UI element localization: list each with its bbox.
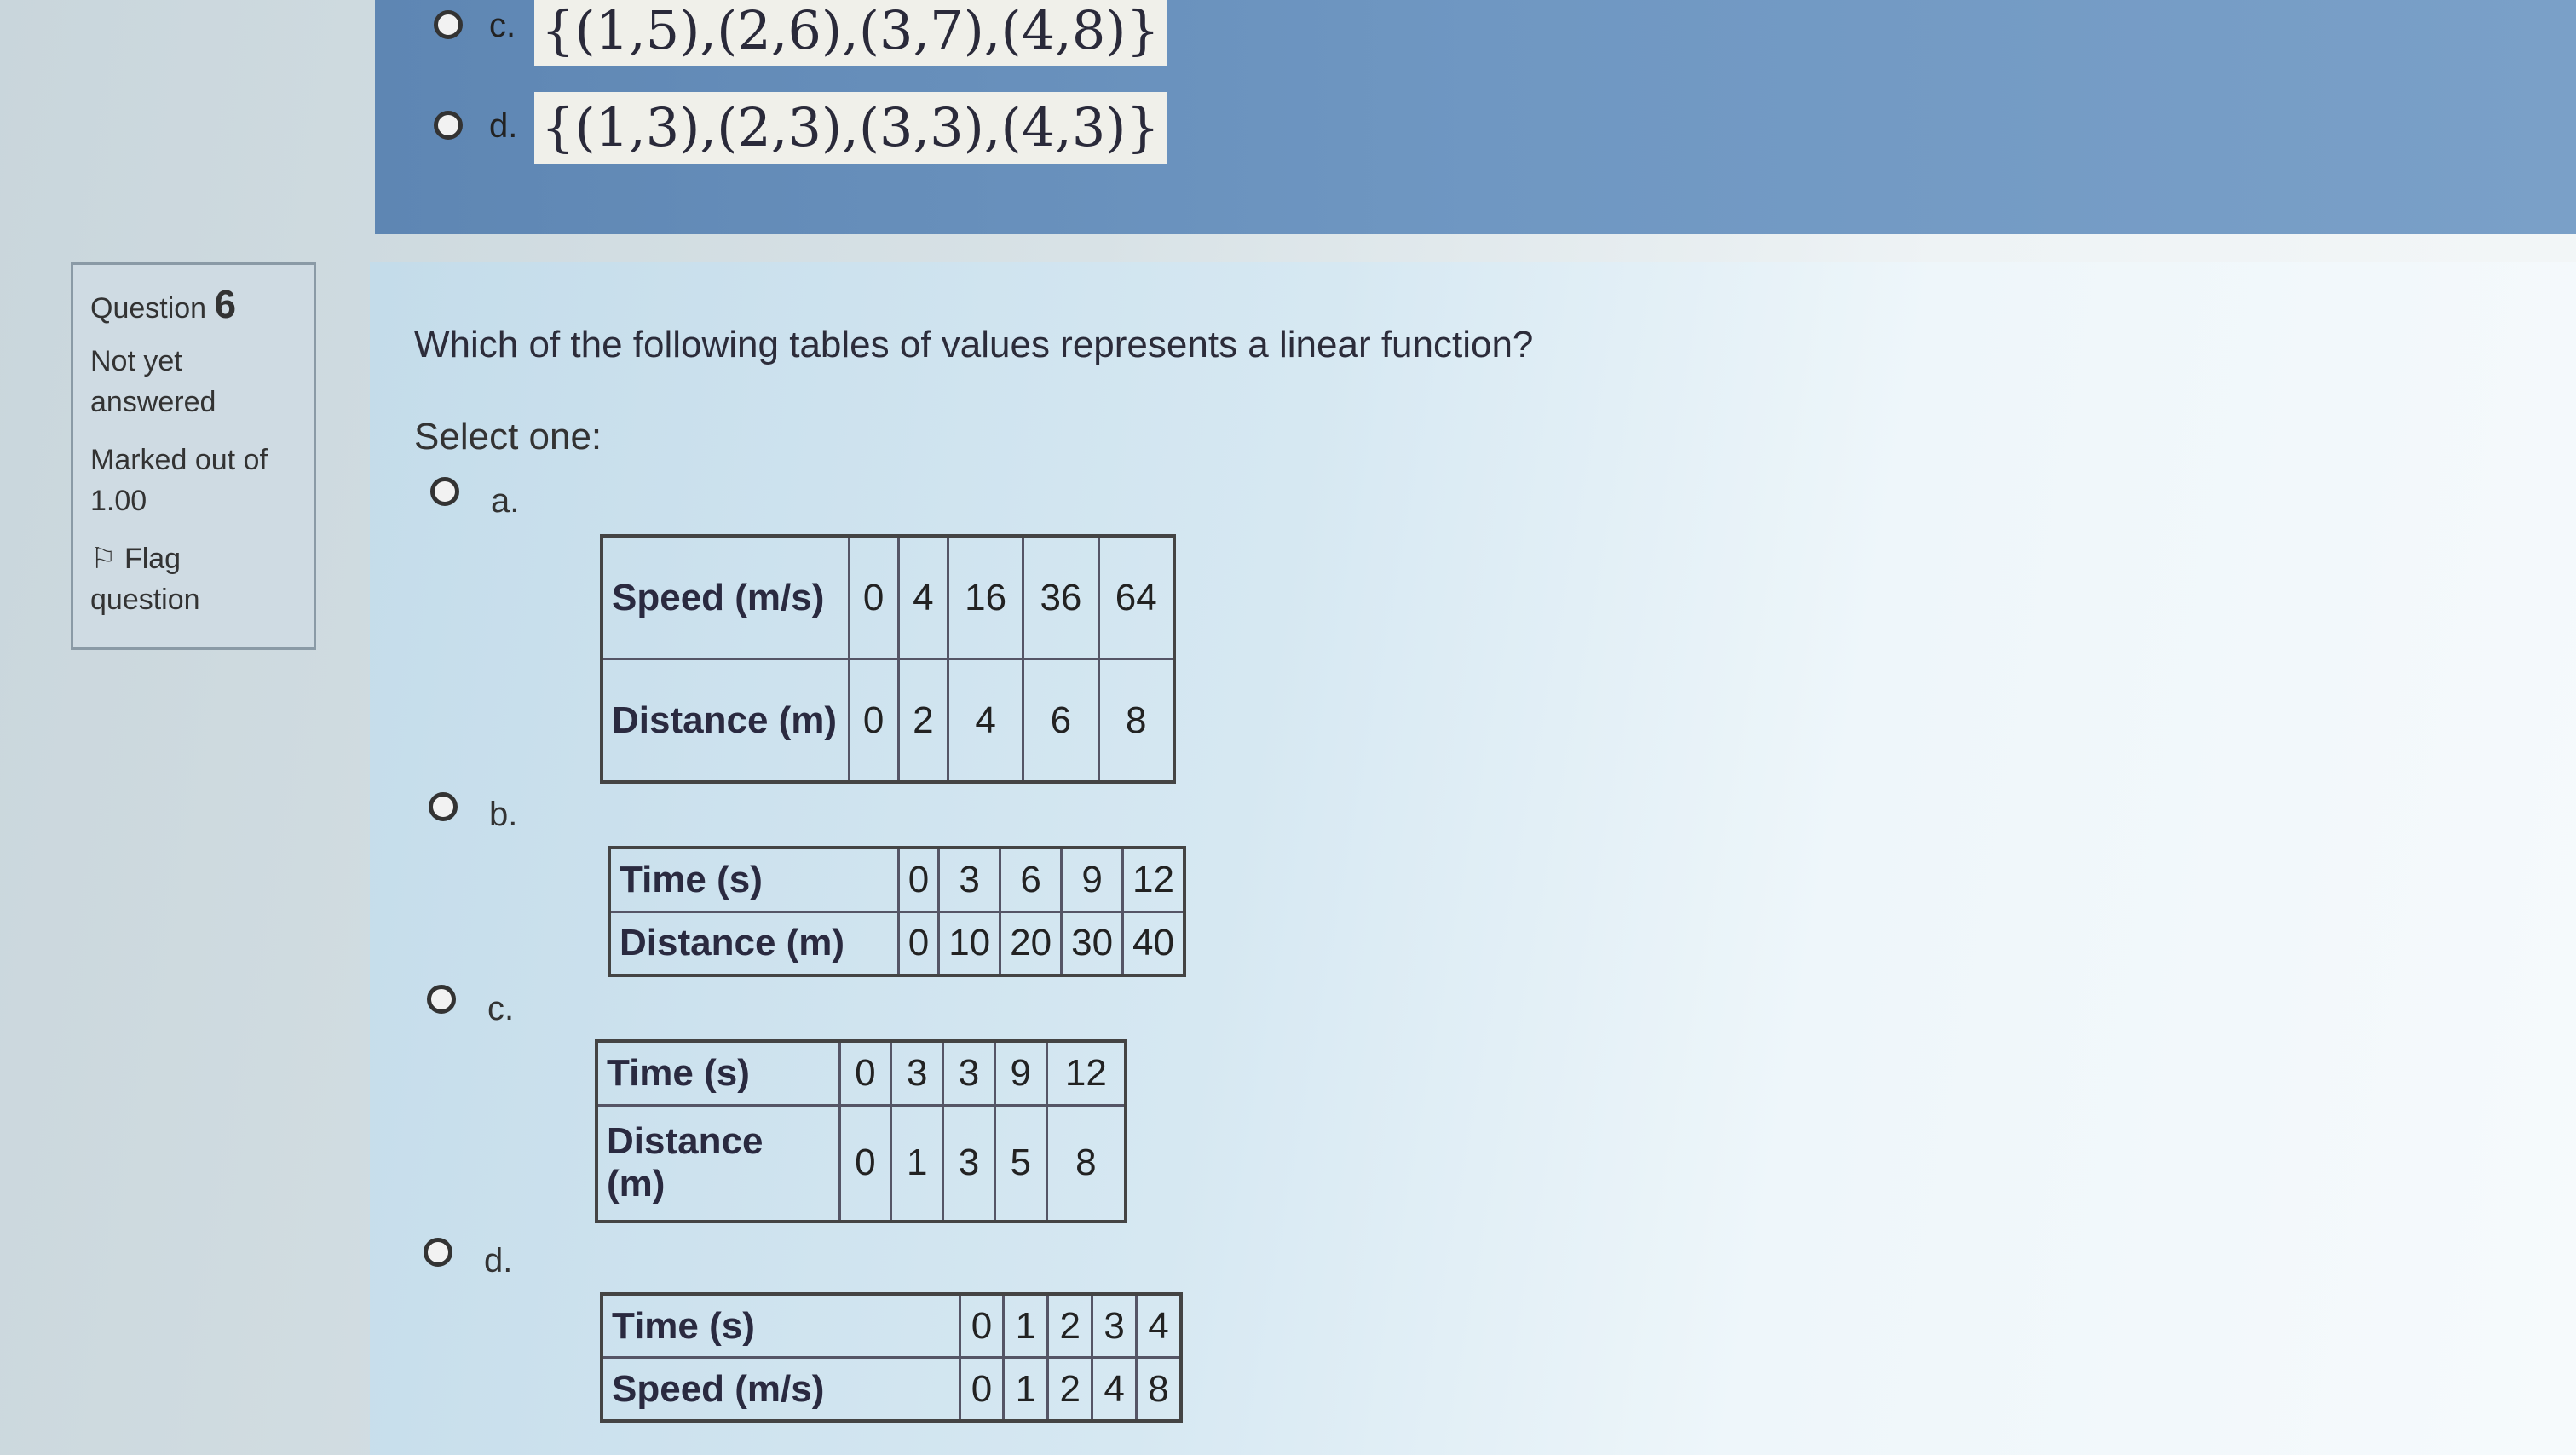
radio-option-a[interactable] xyxy=(430,477,459,506)
question-status: Not yet answered xyxy=(90,345,216,418)
flag-icon: ⚐ xyxy=(90,543,117,575)
prev-option-c-text: {(1,5),(2,6),(3,7),(4,8)} xyxy=(534,0,1167,66)
table-option-b: Time (s) 0 3 6 9 12 Distance (m) 0 10 20 30 40 xyxy=(608,846,1186,977)
radio-option-d[interactable] xyxy=(424,1238,452,1267)
flag-question-link[interactable]: ⚐ Flag question xyxy=(90,543,200,616)
select-one-label: Select one: xyxy=(414,416,602,457)
option-d-letter: d. xyxy=(484,1242,513,1280)
table-option-d: Time (s) 0 1 2 3 4 Speed (m/s) 0 1 2 4 8 xyxy=(600,1292,1183,1423)
prev-option-d-text: {(1,3),(2,3),(3,3),(4,3)} xyxy=(534,92,1167,164)
table-row: Time (s) 0 1 2 3 4 xyxy=(600,1292,1183,1359)
question-marks: Marked out of 1.00 xyxy=(90,444,268,517)
table-row: Distance (m) 0 10 20 30 40 xyxy=(608,910,1186,977)
table-option-c: Time (s) 0 3 3 9 12 Distance (m) 0 1 3 5 8 xyxy=(595,1039,1127,1223)
radio-option-c[interactable] xyxy=(427,985,456,1014)
option-c-letter: c. xyxy=(487,990,515,1027)
question-text: Which of the following tables of values … xyxy=(414,324,1534,365)
table-row: Speed (m/s) 0 1 2 4 8 xyxy=(600,1356,1183,1423)
radio-prev-d[interactable] xyxy=(434,111,463,140)
prev-option-c-letter: c. xyxy=(489,7,516,44)
table-row: Time (s) 0 3 3 9 12 xyxy=(595,1039,1127,1107)
option-b-letter: b. xyxy=(489,796,518,833)
prev-option-d-letter: d. xyxy=(489,107,518,145)
question-number: Question 6 xyxy=(90,282,237,326)
table-row: Time (s) 0 3 6 9 12 xyxy=(608,846,1186,913)
table-option-a: Speed (m/s) 0 4 16 36 64 Distance (m) 0 2 4 6 8 xyxy=(600,534,1176,784)
table-row: Distance (m) 0 2 4 6 8 xyxy=(600,658,1176,784)
question-info-box: Question 6 Not yet answered Marked out o… xyxy=(71,262,316,650)
radio-option-b[interactable] xyxy=(429,792,458,821)
table-row: Speed (m/s) 0 4 16 36 64 xyxy=(600,534,1176,660)
table-row: Distance (m) 0 1 3 5 8 xyxy=(595,1103,1127,1223)
radio-prev-c[interactable] xyxy=(434,10,463,39)
option-a-letter: a. xyxy=(491,482,520,520)
